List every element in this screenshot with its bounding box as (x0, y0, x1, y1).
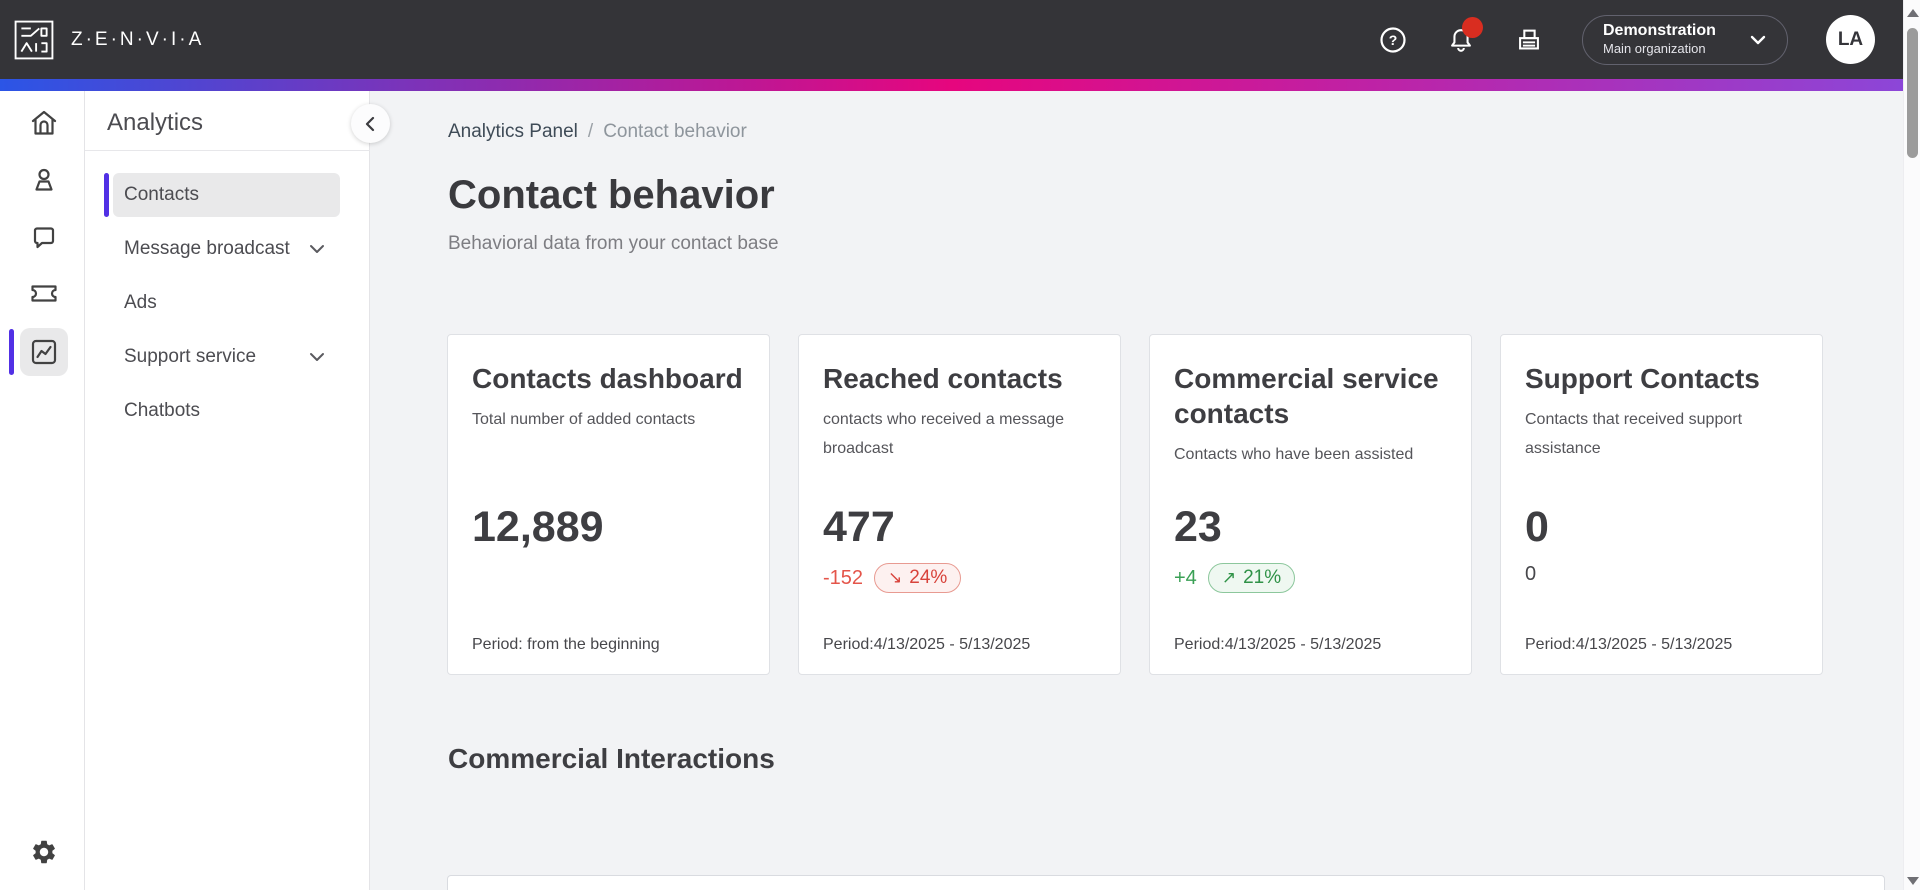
breadcrumb-separator: / (587, 121, 594, 142)
sidebar-item-label: Message broadcast (124, 238, 290, 259)
zenvia-logo-text: Z·E·N·V·I·A (71, 28, 205, 50)
print-icon[interactable] (1514, 25, 1544, 55)
analytics-icon[interactable] (20, 328, 68, 376)
section-heading-commercial-interactions: Commercial Interactions (448, 743, 775, 774)
commercial-interactions-card (447, 875, 1885, 890)
card-title: Contacts dashboard (472, 363, 743, 394)
card-value: 23 (1174, 503, 1222, 551)
card-commercial-service-contacts: Commercial service contacts Contacts who… (1149, 334, 1472, 675)
chevron-down-icon (310, 245, 324, 253)
page-scrollbar[interactable] (1903, 0, 1920, 890)
card-contacts-dashboard: Contacts dashboard Total number of added… (447, 334, 770, 675)
card-description: Contacts that received support assistanc… (1525, 411, 1743, 457)
top-header: Z·E·N·V·I·A ? Demonstr (0, 0, 1903, 79)
sidebar-title: Analytics (107, 109, 204, 136)
analytics-sidebar: Analytics Contacts Message broadcast Ads… (85, 91, 390, 890)
sidebar-collapse-button[interactable] (351, 104, 390, 143)
notification-dot (1462, 16, 1483, 38)
card-description: Contacts who have been assisted (1174, 446, 1414, 463)
sidebar-item-label: Support service (124, 346, 257, 367)
svg-text:?: ? (1389, 32, 1398, 48)
card-title: Support Contacts (1525, 363, 1760, 394)
delta-value: 0 (1525, 563, 1537, 585)
delta-value: +4 (1174, 566, 1197, 589)
settings-gear-icon[interactable] (20, 828, 68, 876)
tickets-icon[interactable] (20, 269, 68, 317)
card-delta-row: 0 (1525, 563, 1536, 586)
trend-badge-down: ↘ 24% (874, 563, 962, 593)
sidebar-item-label: Ads (124, 292, 157, 313)
rail-active-indicator (9, 329, 14, 375)
card-title: Commercial service contacts (1174, 363, 1439, 429)
scrollbar-thumb[interactable] (1907, 28, 1918, 158)
avatar[interactable]: LA (1826, 15, 1875, 64)
trend-percent: 24% (909, 567, 948, 588)
conversations-icon[interactable] (20, 213, 68, 261)
brand-gradient-bar (0, 79, 1903, 91)
home-icon[interactable] (20, 99, 68, 147)
organization-switcher[interactable]: Demonstration Main organization (1582, 14, 1788, 65)
kpi-cards-row: Contacts dashboard Total number of added… (447, 334, 1823, 675)
card-description: contacts who received a message broadcas… (823, 411, 1065, 457)
help-icon[interactable]: ? (1378, 25, 1408, 55)
chevron-left-icon (365, 116, 374, 131)
card-period: Period: from the beginning (472, 636, 660, 653)
avatar-initials: LA (1837, 28, 1864, 50)
sidebar-item-contacts[interactable]: Contacts (113, 173, 340, 217)
card-title: Reached contacts (823, 363, 1063, 394)
page-title: Contact behavior (448, 173, 775, 217)
organization-sub-label: Main organization (1603, 41, 1706, 57)
sidebar-item-support-service[interactable]: Support service (113, 335, 340, 379)
trend-up-arrow-icon: ↗ (1221, 568, 1237, 588)
trend-percent: 21% (1243, 567, 1282, 588)
main-content: Analytics Panel / Contact behavior Conta… (370, 91, 1903, 890)
sidebar-item-label: Chatbots (124, 400, 201, 421)
icon-rail (0, 91, 85, 890)
card-value: 0 (1525, 503, 1549, 551)
sidebar-item-ads[interactable]: Ads (113, 281, 340, 325)
page-subtitle: Behavioral data from your contact base (448, 233, 779, 254)
organization-name: Demonstration (1603, 22, 1716, 40)
card-reached-contacts: Reached contacts contacts who received a… (798, 334, 1121, 675)
card-value: 12,889 (472, 503, 604, 551)
card-period: Period:4/13/2025 - 5/13/2025 (1174, 636, 1382, 653)
breadcrumb: Analytics Panel / Contact behavior (448, 121, 747, 143)
sidebar-item-message-broadcast[interactable]: Message broadcast (113, 227, 340, 271)
sidebar-item-chatbots[interactable]: Chatbots (113, 389, 340, 433)
card-delta-row: -152 ↘ 24% (823, 563, 962, 593)
card-value: 477 (823, 503, 895, 551)
breadcrumb-analytics-panel[interactable]: Analytics Panel (448, 121, 578, 142)
zenvia-logo: Z·E·N·V·I·A (14, 20, 204, 60)
chevron-down-icon (1750, 35, 1766, 44)
card-description: Total number of added contacts (472, 411, 696, 428)
card-delta-row: +4 ↗ 21% (1174, 563, 1296, 593)
menu-active-indicator (104, 173, 109, 217)
contacts-icon[interactable] (20, 156, 68, 204)
card-support-contacts: Support Contacts Contacts that received … (1500, 334, 1823, 675)
chevron-down-icon (310, 353, 324, 361)
trend-badge-up: ↗ 21% (1207, 563, 1296, 593)
delta-value: -152 (823, 566, 864, 589)
scroll-down-arrow[interactable] (1907, 877, 1919, 885)
card-period: Period:4/13/2025 - 5/13/2025 (1525, 636, 1733, 653)
scroll-up-arrow[interactable] (1907, 9, 1919, 17)
card-period: Period:4/13/2025 - 5/13/2025 (823, 636, 1031, 653)
breadcrumb-current: Contact behavior (603, 121, 747, 142)
sidebar-item-label: Contacts (124, 184, 199, 205)
notifications-bell-icon[interactable] (1446, 16, 1483, 55)
trend-down-arrow-icon: ↘ (888, 568, 903, 588)
zenvia-logo-icon (14, 20, 54, 59)
sidebar-divider (85, 150, 370, 151)
